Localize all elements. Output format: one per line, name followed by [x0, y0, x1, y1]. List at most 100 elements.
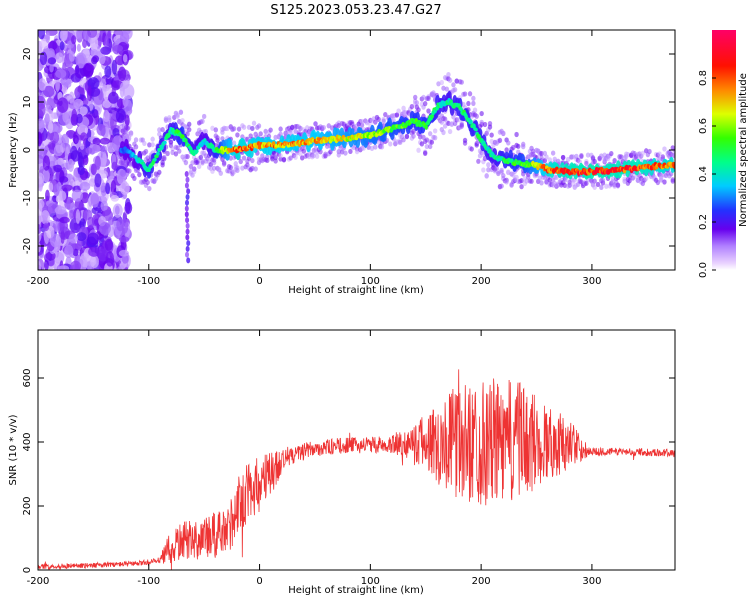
- spectrogram-cell: [119, 82, 125, 98]
- spectrogram-cell: [657, 151, 662, 157]
- spectrogram-cell: [55, 69, 67, 79]
- spectrogram-cell: [125, 125, 130, 131]
- spectrogram-cell: [459, 107, 463, 112]
- x-tick-label: 200: [472, 576, 491, 587]
- spectrogram-cell: [165, 150, 170, 157]
- spectrogram-cell: [45, 189, 50, 202]
- spectrogram-cell: [366, 144, 371, 150]
- spectrogram-cell: [195, 149, 199, 154]
- spectrogram-cell: [79, 106, 88, 116]
- spectrogram-cell: [265, 154, 270, 160]
- spectrogram-cell: [413, 94, 418, 100]
- spectrogram-cell: [273, 158, 278, 164]
- spectrogram-cell: [38, 78, 47, 91]
- spectrogram-cell: [99, 137, 111, 145]
- spectrogram-cell: [451, 82, 456, 88]
- spectrogram-cell: [424, 124, 428, 130]
- spectrogram-cell: [180, 117, 185, 124]
- spectrogram-cell: [672, 152, 675, 159]
- spectrogram-cell: [75, 209, 81, 224]
- spectrogram-cell: [112, 203, 123, 218]
- spectrogram-cell: [427, 131, 433, 137]
- spectrogram-cell: [305, 125, 310, 131]
- spectrogram-cell: [592, 184, 597, 190]
- spectrogram-cell: [94, 173, 102, 188]
- spectrogram-cell: [409, 103, 415, 110]
- y-tick-label: 200: [22, 496, 33, 515]
- spectrogram-cell: [560, 154, 566, 161]
- spectrogram-cell: [160, 127, 165, 133]
- y-tick-label: 0: [22, 147, 33, 153]
- spectrogram-cell: [134, 155, 138, 160]
- spectrogram-cell: [48, 121, 54, 134]
- spectrogram-cell: [38, 224, 42, 234]
- spectrogram-cell: [273, 134, 278, 140]
- spectrogram-cell: [76, 43, 81, 52]
- spectrogram-cell: [446, 120, 451, 127]
- spectrogram-cell: [524, 178, 529, 184]
- spectrogram-cell: [108, 91, 119, 104]
- x-tick-label: -100: [137, 576, 160, 587]
- spectrogram-cell: [539, 180, 544, 186]
- spectrogram-cell: [38, 199, 45, 209]
- spectrogram-cell: [424, 137, 430, 143]
- spectrogram-cell: [45, 104, 52, 112]
- colorbar-tick-label: 0.6: [698, 118, 709, 134]
- spectrogram-cell: [506, 140, 511, 146]
- spectrogram-cell: [137, 172, 142, 178]
- spectrogram-cell: [487, 124, 493, 130]
- snr-x-label: Height of straight line (km): [288, 585, 424, 596]
- spectrogram-cell: [92, 137, 101, 146]
- spectrogram-cell: [59, 190, 67, 201]
- spectrogram-cell: [311, 153, 317, 159]
- snr-y-ticks: 0 200 400 600: [22, 368, 675, 573]
- spectrogram-cell: [604, 183, 609, 189]
- spectrogram-cell: [471, 100, 476, 106]
- spectrogram-cell: [476, 158, 481, 164]
- spectrogram-cell: [147, 142, 152, 148]
- spectrogram-x-ticks: -200 -100 0 100 200 300: [27, 30, 601, 287]
- spectrogram-cell: [87, 232, 100, 246]
- y-tick-label: 0: [22, 567, 33, 573]
- spectrogram-cell: [68, 131, 74, 140]
- spectrogram-cell: [87, 30, 98, 38]
- spectrogram-cell: [401, 105, 406, 111]
- spectrogram-cell: [38, 172, 45, 185]
- spectrogram-cell: [504, 147, 509, 153]
- spectrogram-x-label: Height of straight line (km): [288, 285, 424, 296]
- spectrogram-cell: [62, 81, 72, 88]
- spectrogram-cell: [321, 124, 327, 131]
- spectrogram-cell: [128, 131, 134, 137]
- spectrogram-cell: [147, 185, 152, 192]
- spectrogram-cell: [186, 240, 191, 247]
- snr-panel: -200 -100 0 100 200 300 0 200 400 600 Height of …: [8, 329, 676, 596]
- spectrogram-cell: [185, 251, 190, 258]
- spectrogram-cell: [411, 133, 416, 139]
- spectrogram-cell: [104, 35, 109, 49]
- y-tick-label: 20: [22, 48, 33, 61]
- spectrogram-cell: [369, 145, 375, 151]
- spectrogram-cell: [73, 134, 79, 145]
- spectrogram-cell: [105, 251, 115, 267]
- spectrogram-cell: [431, 90, 436, 96]
- spectrogram-cell: [467, 91, 473, 97]
- spectrogram-cell: [424, 143, 430, 150]
- spectrogram-cell: [396, 108, 401, 114]
- spectrogram-cell: [185, 234, 190, 241]
- spectrogram-cell: [328, 149, 333, 155]
- spectrogram-cell: [119, 181, 130, 195]
- spectrogram-cell: [265, 157, 270, 164]
- spectrogram-cell: [39, 51, 48, 66]
- spectrogram-cell: [519, 178, 524, 184]
- spectrogram-cell: [489, 138, 494, 144]
- spectrogram-cell: [90, 192, 100, 208]
- x-tick-label: 0: [256, 276, 262, 287]
- spectrogram-cell: [175, 112, 180, 118]
- colorbar-tick-label: 0.2: [698, 214, 709, 230]
- spectrogram-cell: [263, 128, 268, 135]
- spectrogram-cell: [429, 139, 435, 145]
- spectrogram-cell: [56, 181, 62, 192]
- spectrogram-cell: [278, 126, 283, 132]
- spectrogram-cell: [133, 137, 139, 143]
- spectrogram-cell: [447, 77, 453, 83]
